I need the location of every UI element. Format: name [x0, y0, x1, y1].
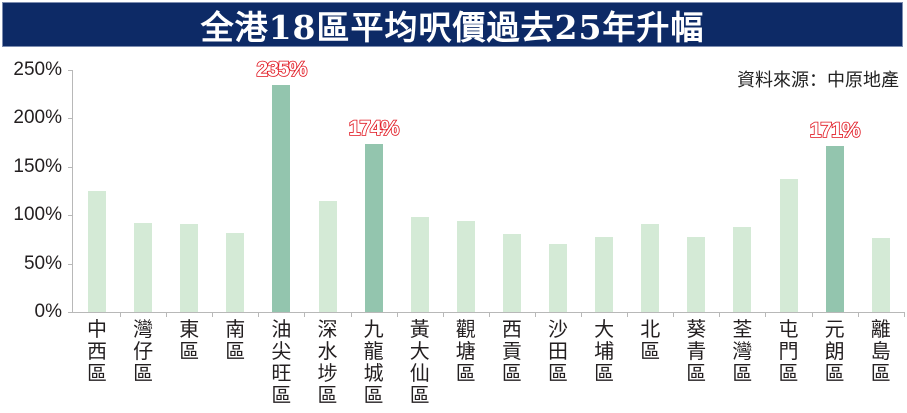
bar-value-label: 235%: [256, 57, 308, 82]
y-tick-label: 50%: [23, 252, 62, 274]
x-category-label: 黃大仙區: [409, 317, 430, 407]
x-category-label: 九龍城區: [363, 317, 384, 407]
x-category-label: 屯門區: [778, 317, 799, 385]
y-tick-mark: [68, 70, 73, 71]
x-tick-mark: [534, 312, 536, 317]
title-bar: 全港18區平均呎價過去25年升幅: [2, 2, 903, 47]
x-category-label: 中西區: [87, 317, 107, 385]
bar: [364, 143, 383, 312]
x-category-label: 離島區: [870, 317, 891, 385]
bar: [272, 84, 291, 312]
bar: [456, 221, 475, 312]
x-tick-mark: [719, 312, 721, 317]
x-category-label: 北區: [640, 317, 661, 363]
bar: [318, 200, 337, 312]
bar: [410, 217, 429, 312]
bar: [779, 179, 798, 312]
bar: [88, 191, 106, 312]
x-category-label: 深水埗區: [317, 317, 338, 407]
x-category-label: 南區: [225, 317, 246, 363]
x-tick-mark: [120, 312, 122, 317]
x-tick-mark: [304, 312, 306, 317]
y-tick-label: 200%: [13, 107, 62, 129]
x-tick-mark: [811, 312, 813, 317]
y-tick-label: 100%: [13, 204, 62, 226]
x-category-label: 油尖旺區: [271, 317, 292, 407]
y-tick-label: 0%: [34, 301, 62, 322]
x-tick-mark: [765, 312, 767, 317]
x-category-label: 灣仔區: [133, 317, 154, 385]
x-tick-mark: [258, 312, 260, 317]
x-category-label: 西貢區: [501, 317, 522, 385]
x-category-label: 東區: [179, 317, 200, 363]
y-tick-mark: [68, 312, 73, 313]
x-tick-mark: [442, 312, 444, 317]
x-tick-mark: [903, 312, 905, 317]
bar: [733, 226, 752, 312]
y-tick-label: 250%: [13, 59, 62, 80]
chart-title: 全港18區平均呎價過去25年升幅: [200, 7, 705, 47]
x-tick-mark: [212, 312, 214, 317]
bar-value-label: 174%: [348, 116, 400, 141]
x-category-label: 葵青區: [686, 317, 707, 385]
y-tick-label: 150%: [13, 155, 62, 177]
x-axis: [72, 312, 904, 313]
bar: [687, 237, 706, 312]
x-tick-mark: [581, 312, 583, 317]
bar: [226, 232, 245, 312]
x-category-label: 元朗區: [824, 317, 845, 385]
x-tick-mark: [857, 312, 859, 317]
x-tick-mark: [673, 312, 675, 317]
y-tick-mark: [68, 118, 73, 120]
y-tick-mark: [68, 215, 73, 217]
x-category-label: 荃灣區: [732, 317, 753, 385]
x-tick-mark: [488, 312, 490, 317]
y-tick-mark: [68, 166, 73, 168]
bar-value-label: 171%: [809, 119, 861, 144]
bar: [549, 244, 567, 312]
bar: [502, 233, 521, 312]
x-category-label: 沙田區: [548, 317, 568, 385]
x-tick-mark: [166, 312, 168, 317]
x-tick-mark: [350, 312, 352, 317]
bar: [825, 146, 844, 312]
data-source: 資料來源：中原地產: [737, 70, 899, 91]
y-tick-mark: [68, 263, 73, 265]
x-tick-mark: [627, 312, 629, 317]
bar: [871, 238, 890, 312]
x-tick-mark: [396, 312, 398, 317]
bar: [641, 223, 660, 312]
x-category-label: 觀塘區: [455, 317, 476, 385]
bar: [180, 223, 199, 312]
x-category-label: 大埔區: [594, 317, 615, 385]
y-axis: [72, 70, 73, 312]
bar: [134, 222, 153, 312]
bar: [595, 237, 614, 312]
